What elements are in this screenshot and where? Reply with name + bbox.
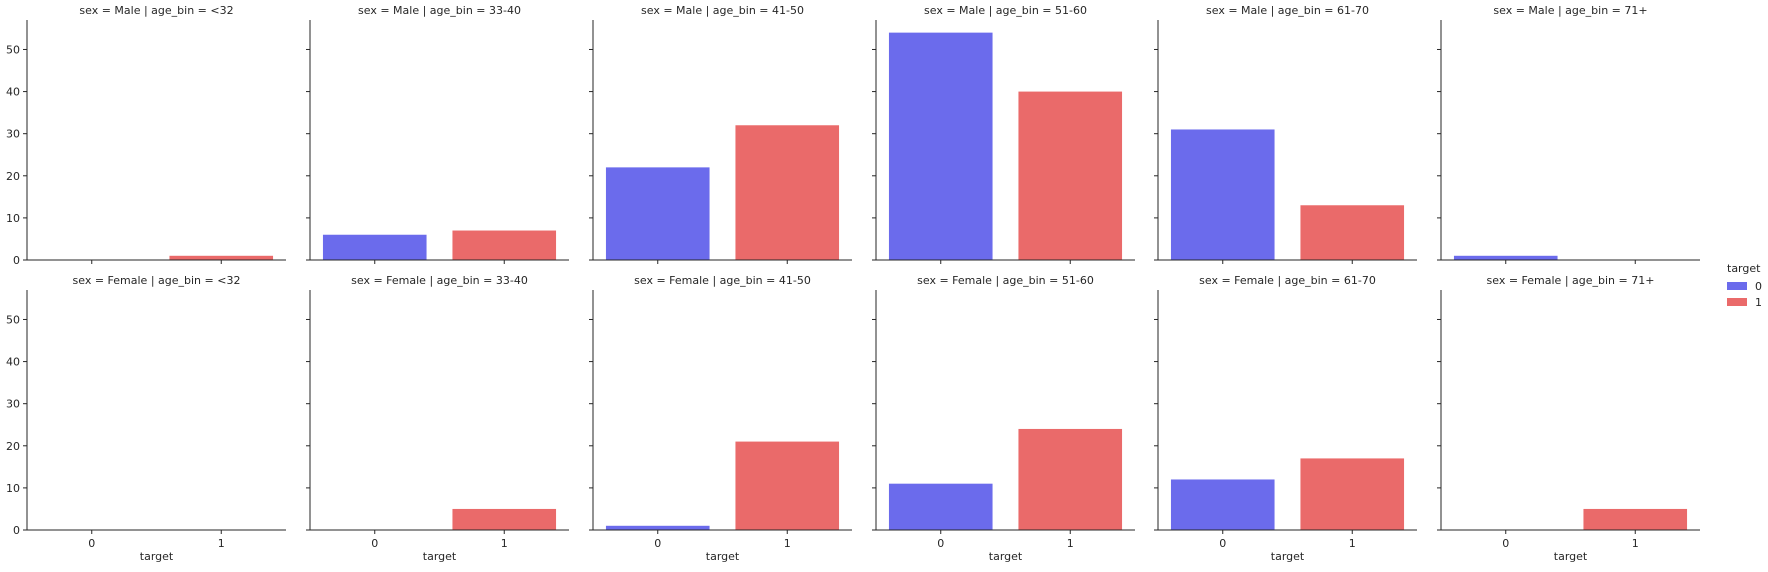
y-tick-label: 10 <box>6 212 20 225</box>
legend-swatch <box>1727 298 1747 306</box>
y-tick-label: 10 <box>6 482 20 495</box>
bar <box>1170 479 1275 530</box>
panel-title: sex = Male | age_bin = 51-60 <box>924 4 1087 17</box>
bar <box>735 441 840 530</box>
y-tick-label: 0 <box>13 524 20 537</box>
panel-title: sex = Male | age_bin = 41-50 <box>641 4 804 17</box>
x-axis-label: target <box>706 550 740 563</box>
panel-title: sex = Male | age_bin = <32 <box>79 4 233 17</box>
panel-title: sex = Female | age_bin = <32 <box>73 274 241 287</box>
bar <box>169 255 274 260</box>
x-tick-label: 0 <box>1502 537 1509 550</box>
x-tick-label: 0 <box>937 537 944 550</box>
legend-title: target <box>1727 262 1761 275</box>
x-tick-label: 1 <box>1349 537 1356 550</box>
legend-label: 0 <box>1755 280 1762 293</box>
x-tick-label: 0 <box>1219 537 1226 550</box>
x-axis-label: target <box>1554 550 1588 563</box>
x-axis-label: target <box>140 550 174 563</box>
y-tick-label: 50 <box>6 313 20 326</box>
bar <box>888 483 993 530</box>
y-tick-label: 40 <box>6 356 20 369</box>
y-tick-label: 20 <box>6 440 20 453</box>
legend-label: 1 <box>1755 296 1762 309</box>
y-tick-label: 30 <box>6 398 20 411</box>
bar <box>605 167 710 260</box>
x-tick-label: 1 <box>218 537 225 550</box>
bar <box>452 230 557 260</box>
x-tick-label: 1 <box>1632 537 1639 550</box>
x-axis-label: target <box>1271 550 1305 563</box>
y-tick-label: 30 <box>6 128 20 141</box>
panel-title: sex = Male | age_bin = 33-40 <box>358 4 521 17</box>
x-tick-label: 1 <box>501 537 508 550</box>
panel-title: sex = Female | age_bin = 61-70 <box>1199 274 1376 287</box>
x-tick-label: 0 <box>88 537 95 550</box>
y-tick-label: 20 <box>6 170 20 183</box>
bar <box>1300 205 1405 260</box>
y-tick-label: 40 <box>6 86 20 99</box>
bar <box>888 32 993 261</box>
x-tick-label: 1 <box>784 537 791 550</box>
bar <box>1018 428 1123 530</box>
bar <box>452 508 557 530</box>
panel-title: sex = Female | age_bin = 33-40 <box>351 274 528 287</box>
y-tick-label: 50 <box>6 43 20 56</box>
panel-title: sex = Male | age_bin = 61-70 <box>1206 4 1369 17</box>
y-tick-label: 0 <box>13 254 20 267</box>
panel-title: sex = Female | age_bin = 71+ <box>1487 274 1655 287</box>
legend-swatch <box>1727 282 1747 290</box>
bar <box>1018 91 1123 260</box>
panel-title: sex = Male | age_bin = 71+ <box>1493 4 1647 17</box>
bar <box>735 125 840 261</box>
x-tick-label: 0 <box>371 537 378 550</box>
bar <box>1583 508 1688 530</box>
bar <box>1300 458 1405 530</box>
bar <box>322 234 427 260</box>
panel-title: sex = Female | age_bin = 41-50 <box>634 274 811 287</box>
x-tick-label: 1 <box>1067 537 1074 550</box>
x-axis-label: target <box>989 550 1023 563</box>
bar <box>605 525 710 530</box>
panel-title: sex = Female | age_bin = 51-60 <box>917 274 1094 287</box>
bar <box>1453 255 1558 260</box>
x-axis-label: target <box>423 550 457 563</box>
bar <box>1170 129 1275 260</box>
x-tick-label: 0 <box>654 537 661 550</box>
